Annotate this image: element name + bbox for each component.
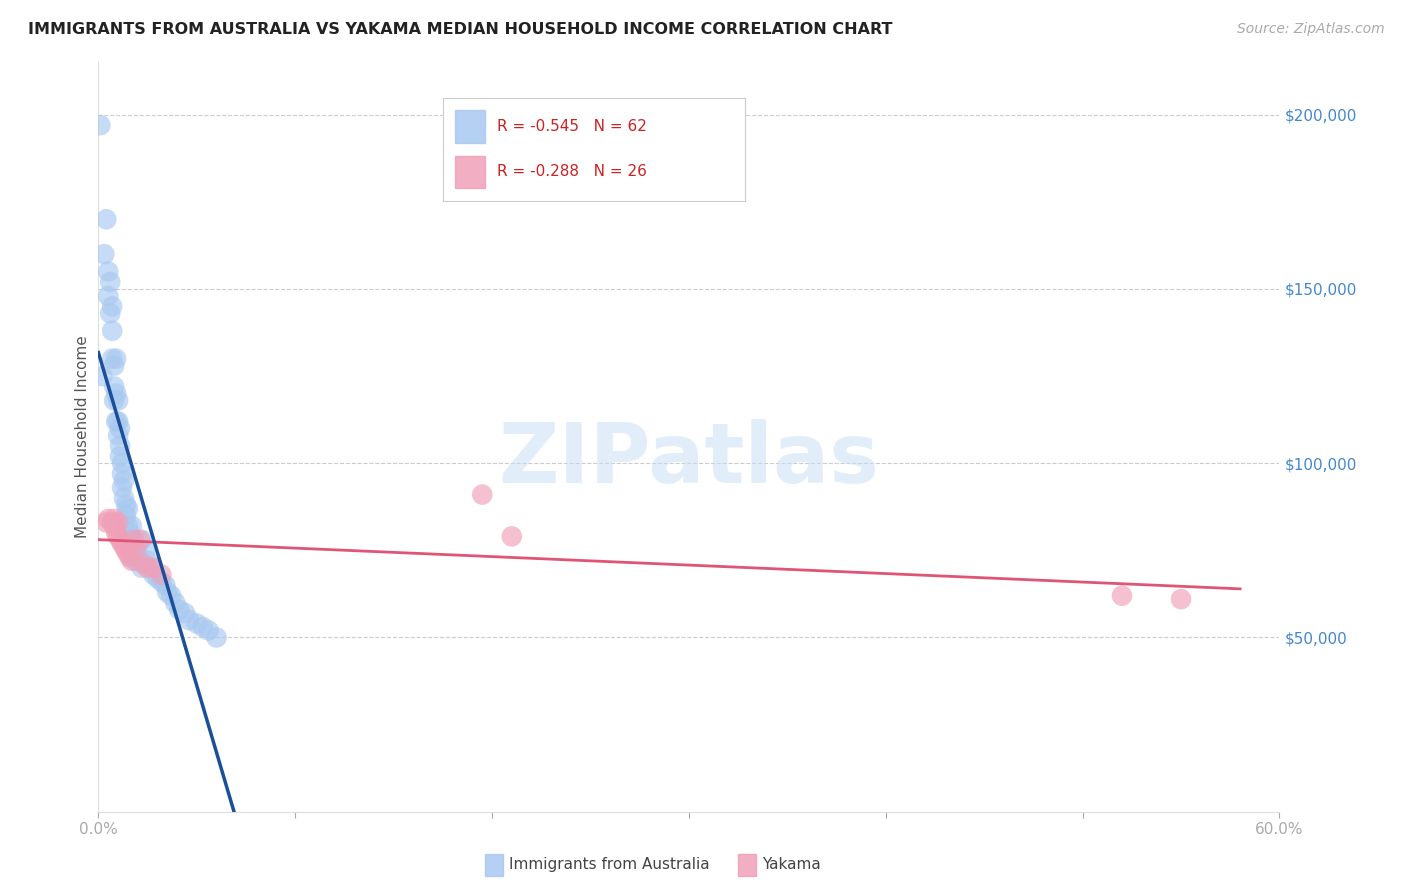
Point bbox=[150, 567, 173, 582]
Point bbox=[108, 449, 131, 463]
Point bbox=[121, 554, 143, 568]
Text: IMMIGRANTS FROM AUSTRALIA VS YAKAMA MEDIAN HOUSEHOLD INCOME CORRELATION CHART: IMMIGRANTS FROM AUSTRALIA VS YAKAMA MEDI… bbox=[28, 22, 893, 37]
Point bbox=[165, 596, 187, 610]
Point bbox=[117, 533, 139, 547]
Point bbox=[160, 589, 183, 603]
Point bbox=[122, 533, 145, 547]
Point bbox=[142, 561, 165, 575]
Point bbox=[111, 456, 134, 470]
Point bbox=[205, 631, 228, 645]
Point bbox=[103, 519, 125, 533]
Point bbox=[122, 533, 145, 547]
Point bbox=[167, 602, 190, 616]
Point bbox=[107, 428, 129, 442]
Point bbox=[115, 498, 138, 512]
Point bbox=[118, 525, 141, 540]
Point bbox=[1170, 592, 1192, 607]
Point bbox=[174, 606, 197, 620]
Point bbox=[115, 543, 138, 558]
Point bbox=[156, 585, 179, 599]
Point bbox=[105, 414, 128, 428]
Point bbox=[111, 536, 134, 550]
Point bbox=[103, 512, 125, 526]
Point bbox=[141, 561, 163, 575]
Point bbox=[155, 578, 177, 592]
Point bbox=[91, 369, 114, 384]
Point bbox=[112, 491, 135, 505]
Point bbox=[107, 414, 129, 428]
Point bbox=[112, 474, 135, 488]
Point bbox=[108, 439, 131, 453]
Point bbox=[471, 487, 494, 501]
Point bbox=[111, 481, 134, 495]
Point bbox=[131, 533, 153, 547]
Point bbox=[118, 550, 141, 565]
Point bbox=[118, 540, 141, 554]
Point bbox=[177, 613, 200, 627]
Point bbox=[125, 540, 148, 554]
Point bbox=[128, 533, 150, 547]
Point bbox=[117, 501, 139, 516]
Point bbox=[89, 118, 111, 132]
Point bbox=[131, 561, 153, 575]
Point bbox=[122, 550, 145, 565]
Point bbox=[191, 620, 214, 634]
Point bbox=[112, 540, 135, 554]
Point bbox=[128, 554, 150, 568]
Y-axis label: Median Household Income: Median Household Income bbox=[75, 335, 90, 539]
Point bbox=[150, 574, 173, 589]
Point bbox=[107, 529, 129, 543]
Point bbox=[121, 543, 143, 558]
Bar bbox=[456, 155, 485, 188]
Point bbox=[97, 264, 120, 278]
Point bbox=[1111, 589, 1133, 603]
Point bbox=[105, 525, 128, 540]
Point bbox=[98, 306, 121, 320]
Point bbox=[105, 386, 128, 401]
Point bbox=[186, 616, 208, 631]
Text: R = -0.288   N = 26: R = -0.288 N = 26 bbox=[498, 164, 647, 179]
Point bbox=[127, 547, 149, 561]
Point bbox=[136, 554, 159, 568]
Point bbox=[142, 567, 165, 582]
Point bbox=[96, 516, 118, 530]
Point bbox=[97, 289, 120, 303]
Point bbox=[108, 533, 131, 547]
Bar bbox=[456, 111, 485, 144]
Point bbox=[103, 393, 125, 408]
Point bbox=[197, 624, 219, 638]
Point bbox=[93, 247, 115, 261]
Point bbox=[105, 351, 128, 366]
Point bbox=[121, 519, 143, 533]
Text: Yakama: Yakama bbox=[762, 857, 821, 872]
Point bbox=[135, 543, 157, 558]
Point bbox=[107, 516, 129, 530]
Text: Immigrants from Australia: Immigrants from Australia bbox=[509, 857, 710, 872]
Point bbox=[111, 467, 134, 481]
Point bbox=[103, 379, 125, 393]
Point bbox=[101, 516, 124, 530]
Point bbox=[125, 543, 148, 558]
Point bbox=[117, 519, 139, 533]
Point bbox=[101, 351, 124, 366]
Point bbox=[146, 571, 169, 585]
Text: Source: ZipAtlas.com: Source: ZipAtlas.com bbox=[1237, 22, 1385, 37]
Point bbox=[98, 275, 121, 289]
Point bbox=[101, 324, 124, 338]
Point bbox=[136, 561, 159, 575]
Point bbox=[132, 558, 155, 572]
Text: ZIPatlas: ZIPatlas bbox=[499, 419, 879, 500]
Point bbox=[96, 212, 118, 227]
Point bbox=[97, 512, 120, 526]
Point bbox=[107, 393, 129, 408]
Point bbox=[103, 359, 125, 373]
Point bbox=[501, 529, 523, 543]
Point bbox=[117, 547, 139, 561]
Point bbox=[115, 508, 138, 523]
Text: R = -0.545   N = 62: R = -0.545 N = 62 bbox=[498, 119, 647, 134]
Point bbox=[125, 554, 148, 568]
Point bbox=[108, 421, 131, 435]
Point bbox=[101, 299, 124, 313]
